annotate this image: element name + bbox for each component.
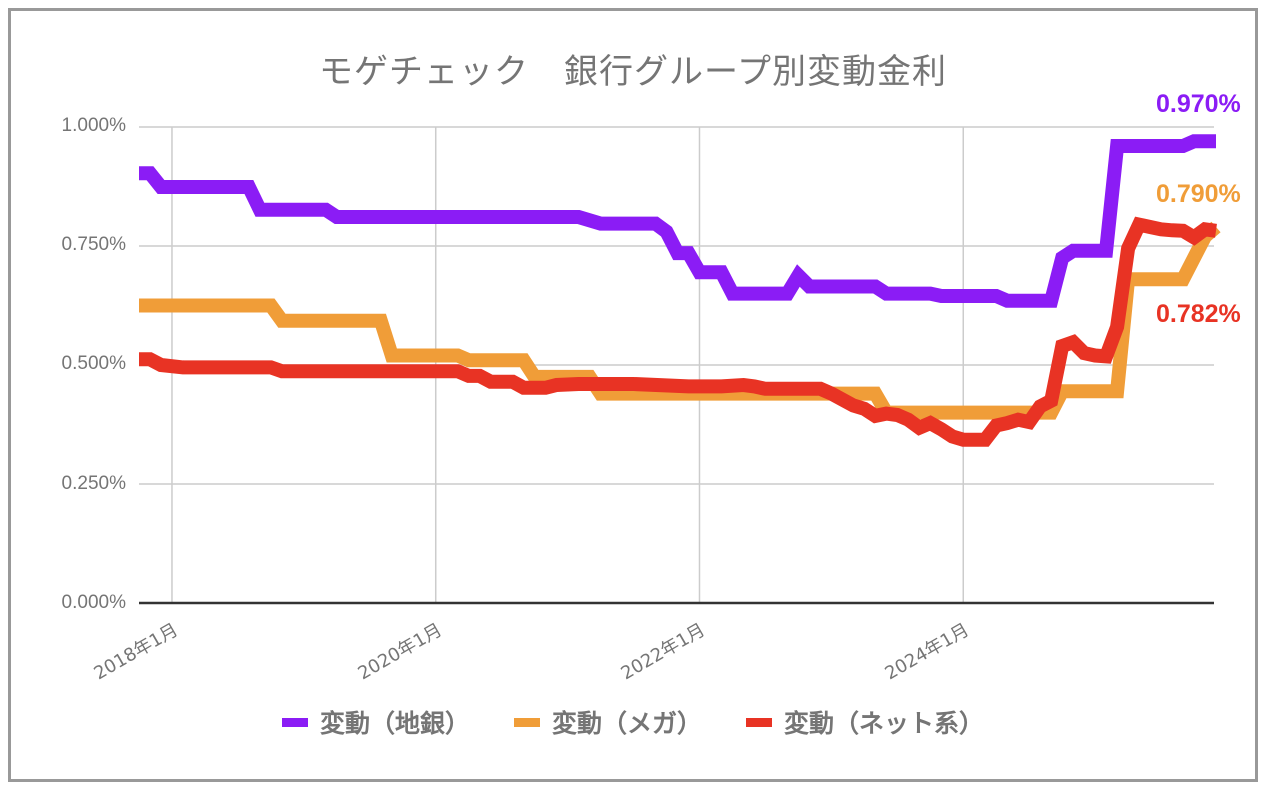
y-tick-label: 0.750% bbox=[61, 234, 126, 255]
legend-label: 変動（メガ） bbox=[551, 709, 702, 738]
series-line-2[interactable] bbox=[139, 216, 1217, 447]
legend-label: 変動（地銀） bbox=[319, 709, 470, 738]
legend-swatch-icon bbox=[513, 717, 540, 727]
legend-swatch-icon bbox=[281, 717, 308, 727]
legend-item-mega[interactable]: 変動（メガ） bbox=[513, 704, 702, 740]
legend: 変動（地銀） 変動（メガ） 変動（ネット系） bbox=[0, 704, 1266, 740]
y-tick-label: 0.250% bbox=[61, 473, 126, 494]
legend-item-chigin[interactable]: 変動（地銀） bbox=[281, 704, 470, 740]
chart-title: モゲチェック 銀行グループ別変動金利 bbox=[319, 52, 947, 92]
end-label-mega: 0.790% bbox=[1156, 180, 1241, 208]
legend-item-net[interactable]: 変動（ネット系） bbox=[746, 704, 984, 740]
y-tick-label: 0.500% bbox=[61, 353, 126, 374]
end-label-net: 0.782% bbox=[1156, 300, 1241, 328]
legend-label: 変動（ネット系） bbox=[784, 709, 985, 738]
legend-swatch-icon bbox=[746, 717, 772, 727]
y-tick-label: 0.000% bbox=[61, 592, 126, 613]
y-tick-label: 1.000% bbox=[61, 115, 126, 136]
end-label-chigin: 0.970% bbox=[1156, 90, 1241, 118]
series-line-0[interactable] bbox=[139, 134, 1216, 308]
